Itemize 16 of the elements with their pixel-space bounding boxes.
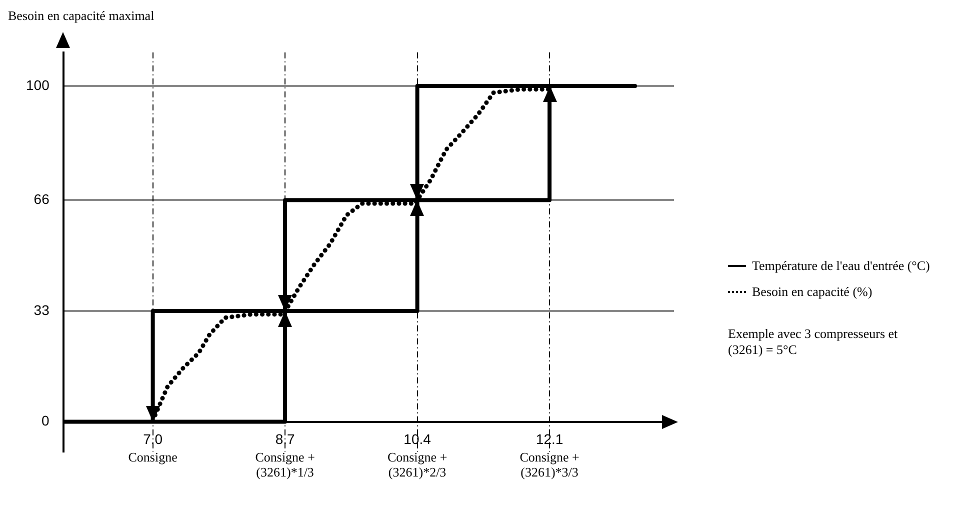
annotation: Consigne + (3261)*3/3 — [520, 450, 580, 480]
y-tick-label: 66 — [34, 191, 50, 208]
legend-label: Température de l'eau d'entrée (°C) — [752, 258, 930, 274]
x-tick-label: 12.1 — [536, 431, 564, 448]
x-tick-label: 8.7 — [275, 431, 295, 448]
text: Exemple avec 3 compresseurs et (3261) = 5°C — [728, 326, 899, 358]
y-axis-title: Besoin en capacité maximal — [8, 8, 154, 24]
annotation: Consigne + (3261)*2/3 — [387, 450, 448, 480]
x-tick-label: 7.0 — [143, 431, 163, 448]
x-tick-label: 10.4 — [404, 431, 432, 448]
annotation: Consigne + (3261)*1/3 — [255, 450, 315, 480]
y-tick-label: 100 — [26, 76, 50, 93]
legend-label: Besoin en capacité (%) — [752, 284, 872, 300]
y-tick-label: 0 — [42, 412, 50, 429]
annotation: Consigne — [128, 450, 178, 465]
y-tick-label: 33 — [34, 302, 50, 318]
